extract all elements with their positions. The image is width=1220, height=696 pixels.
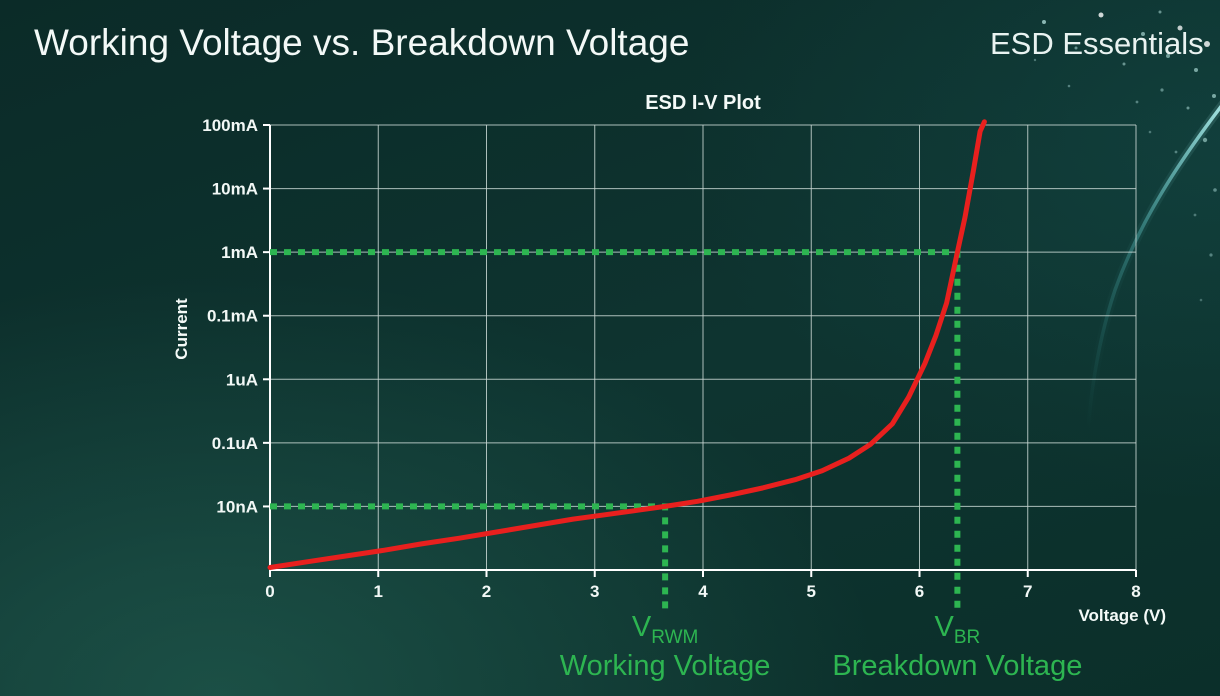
light-streak [1083,100,1220,431]
svg-text:100mA: 100mA [202,116,258,135]
svg-text:0.1mA: 0.1mA [207,307,258,326]
svg-text:10nA: 10nA [216,497,258,516]
x-axis-label: Voltage (V) [1078,606,1166,625]
y-axis-label: Current [172,298,191,360]
marker-label-vrwm: VRWM Working Voltage [559,611,771,683]
page-title: Working Voltage vs. Breakdown Voltage [34,22,690,63]
vbr-caption: Breakdown Voltage [832,650,1083,683]
svg-text:4: 4 [698,582,708,601]
vbr-symbol-subscript: BR [953,626,981,648]
svg-text:8: 8 [1131,582,1140,601]
vbr-symbol: VBR [832,611,1082,648]
svg-text:0: 0 [265,582,274,601]
svg-text:0.1uA: 0.1uA [212,434,258,453]
marker-label-vbr: VBR Breakdown Voltage [832,611,1083,683]
svg-text:1uA: 1uA [226,370,258,389]
svg-text:5: 5 [807,582,816,601]
svg-text:1mA: 1mA [221,243,258,262]
svg-text:7: 7 [1023,582,1032,601]
vrwm-caption: Working Voltage [559,650,771,683]
chart-title: ESD I-V Plot [645,92,761,114]
vrwm-symbol-letter: V [631,611,652,643]
vrwm-symbol-subscript: RWM [651,626,699,648]
vrwm-symbol: VRWM [560,611,771,648]
svg-text:6: 6 [915,582,924,601]
brand-text: ESD Essentials [990,26,1204,61]
svg-text:3: 3 [590,582,599,601]
svg-text:2: 2 [482,582,491,601]
svg-text:10mA: 10mA [212,180,258,199]
svg-text:1: 1 [374,582,383,601]
vbr-symbol-letter: V [934,611,954,643]
